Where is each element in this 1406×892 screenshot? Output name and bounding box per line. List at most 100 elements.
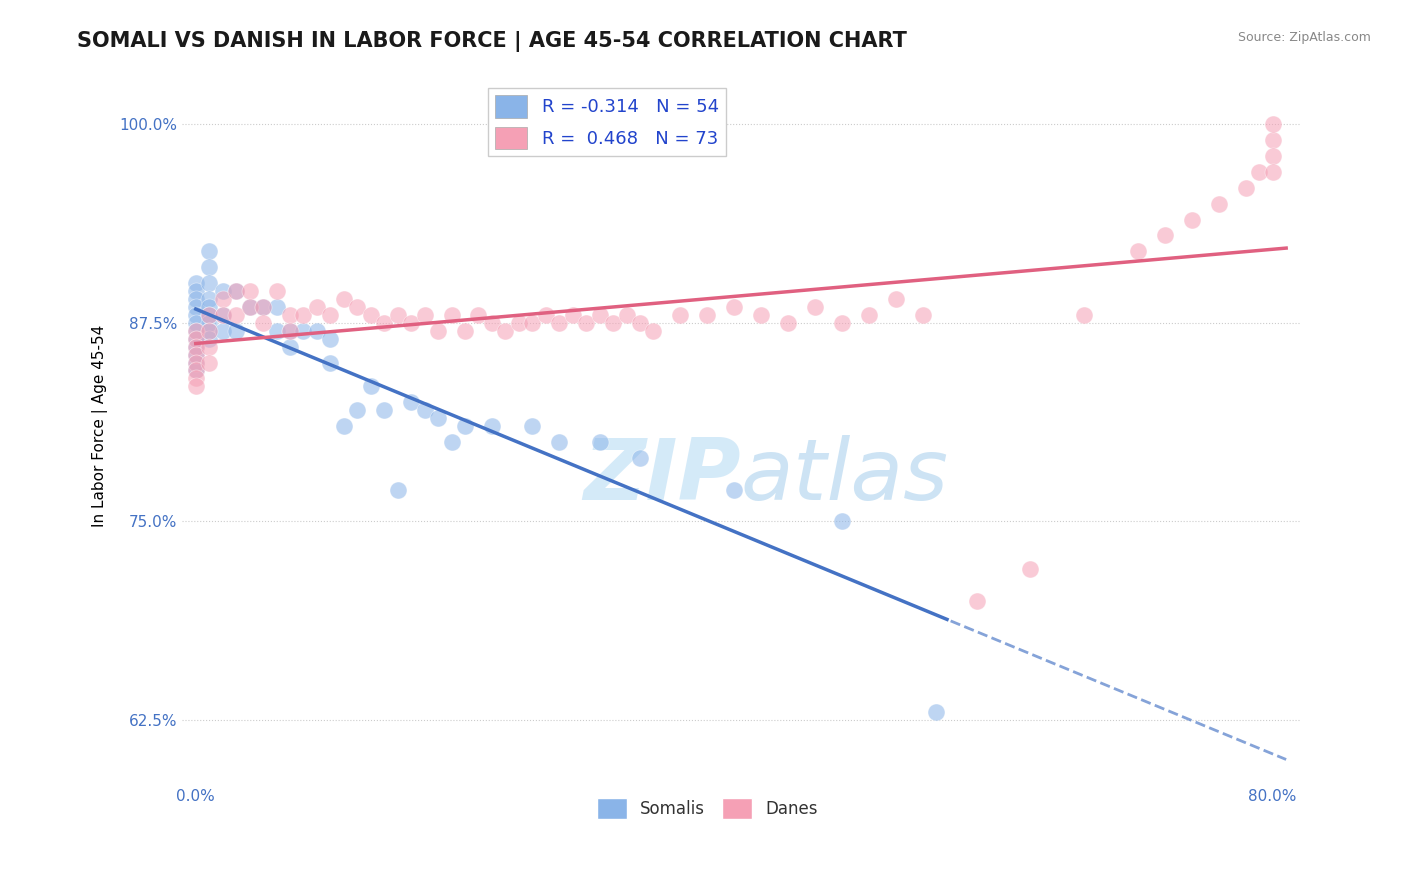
Point: [239, 300, 262, 314]
Point: [575, 316, 598, 330]
Point: [399, 316, 422, 330]
Point: [1261, 117, 1284, 131]
Point: [305, 300, 328, 314]
Point: [184, 324, 207, 338]
Point: [778, 316, 800, 330]
Point: [225, 284, 247, 298]
Point: [534, 308, 557, 322]
Point: [723, 483, 745, 497]
Point: [184, 340, 207, 354]
Point: [184, 348, 207, 362]
Point: [239, 300, 262, 314]
Point: [884, 292, 907, 306]
Point: [198, 276, 221, 290]
Point: [749, 308, 772, 322]
Point: [333, 419, 356, 434]
Point: [184, 363, 207, 377]
Point: [440, 308, 463, 322]
Point: [319, 332, 342, 346]
Point: [804, 300, 827, 314]
Point: [266, 284, 288, 298]
Point: [413, 403, 436, 417]
Text: ZIP: ZIP: [583, 434, 741, 517]
Point: [225, 324, 247, 338]
Point: [278, 324, 301, 338]
Point: [278, 340, 301, 354]
Point: [184, 355, 207, 369]
Point: [184, 332, 207, 346]
Point: [373, 403, 395, 417]
Point: [508, 316, 530, 330]
Point: [198, 260, 221, 275]
Point: [831, 515, 853, 529]
Point: [522, 316, 544, 330]
Point: [1234, 180, 1257, 194]
Point: [184, 276, 207, 290]
Point: [387, 308, 409, 322]
Point: [184, 324, 207, 338]
Point: [211, 284, 233, 298]
Point: [723, 300, 745, 314]
Point: [427, 411, 450, 425]
Point: [399, 395, 422, 409]
Point: [413, 308, 436, 322]
Point: [198, 324, 221, 338]
Point: [454, 419, 477, 434]
Point: [628, 316, 651, 330]
Point: [588, 435, 610, 450]
Point: [1208, 196, 1230, 211]
Point: [278, 324, 301, 338]
Point: [643, 324, 665, 338]
Point: [184, 316, 207, 330]
Point: [184, 355, 207, 369]
Point: [319, 355, 342, 369]
Point: [184, 371, 207, 385]
Legend: Somalis, Danes: Somalis, Danes: [591, 792, 824, 825]
Point: [198, 292, 221, 306]
Point: [198, 308, 221, 322]
Point: [628, 450, 651, 465]
Point: [184, 363, 207, 377]
Point: [184, 348, 207, 362]
Point: [252, 316, 274, 330]
Point: [966, 594, 988, 608]
Point: [1261, 133, 1284, 147]
Point: [911, 308, 934, 322]
Point: [1073, 308, 1095, 322]
Point: [387, 483, 409, 497]
Point: [198, 324, 221, 338]
Point: [427, 324, 450, 338]
Point: [278, 308, 301, 322]
Point: [467, 308, 489, 322]
Point: [184, 379, 207, 393]
Point: [211, 308, 233, 322]
Point: [198, 308, 221, 322]
Point: [239, 284, 262, 298]
Point: [292, 324, 315, 338]
Point: [696, 308, 718, 322]
Point: [184, 308, 207, 322]
Point: [225, 284, 247, 298]
Point: [305, 324, 328, 338]
Point: [266, 300, 288, 314]
Point: [184, 292, 207, 306]
Point: [184, 340, 207, 354]
Text: SOMALI VS DANISH IN LABOR FORCE | AGE 45-54 CORRELATION CHART: SOMALI VS DANISH IN LABOR FORCE | AGE 45…: [77, 31, 907, 53]
Point: [184, 284, 207, 298]
Point: [1261, 165, 1284, 179]
Point: [225, 308, 247, 322]
Point: [198, 316, 221, 330]
Point: [454, 324, 477, 338]
Point: [346, 403, 368, 417]
Point: [1019, 562, 1042, 576]
Text: Source: ZipAtlas.com: Source: ZipAtlas.com: [1237, 31, 1371, 45]
Point: [616, 308, 638, 322]
Point: [602, 316, 624, 330]
Point: [266, 324, 288, 338]
Point: [1154, 228, 1177, 243]
Point: [481, 419, 503, 434]
Point: [360, 308, 382, 322]
Point: [494, 324, 516, 338]
Point: [588, 308, 610, 322]
Point: [858, 308, 880, 322]
